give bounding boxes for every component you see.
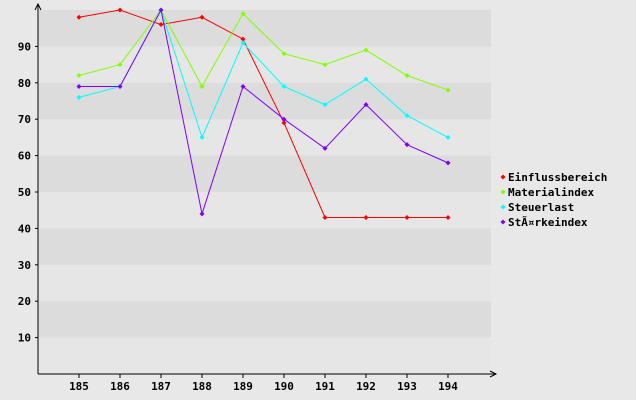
y-axis-arrow [34, 2, 42, 11]
data-point [445, 87, 451, 93]
data-point [117, 83, 123, 89]
data-point [322, 62, 328, 68]
data-point [76, 83, 82, 89]
grid-band [39, 228, 491, 265]
data-point [199, 134, 205, 140]
data-point [322, 145, 328, 151]
data-point [363, 102, 369, 108]
data-point [363, 47, 369, 53]
legend-item: Materialindex [500, 186, 594, 199]
y-tick-label: 90 [18, 40, 31, 53]
x-tick-label: 186 [110, 380, 130, 393]
legend-marker [500, 189, 506, 195]
series-2 [76, 7, 451, 93]
x-axis-ticks: 185 186 187 188 189 190 191 192 193 194 [69, 374, 458, 393]
data-point [117, 7, 123, 13]
data-point [363, 214, 369, 220]
data-point [117, 62, 123, 68]
series-group [76, 7, 451, 220]
data-point [445, 134, 451, 140]
data-point [404, 214, 410, 220]
data-point [404, 113, 410, 119]
legend-item: StÃ¤rkeindex [500, 216, 588, 229]
x-tick-label: 189 [233, 380, 253, 393]
data-point [363, 76, 369, 82]
grid-band [39, 301, 491, 338]
data-point [281, 120, 287, 126]
data-point [199, 83, 205, 89]
legend-item: Einflussbereich [500, 171, 607, 184]
x-tick-label: 185 [69, 380, 89, 393]
x-tick-label: 194 [438, 380, 458, 393]
x-tick-label: 188 [192, 380, 212, 393]
series-line [78, 9, 448, 218]
legend: Einflussbereich Materialindex Steuerlast St… [500, 171, 607, 229]
data-point [76, 14, 82, 20]
data-point [240, 36, 246, 42]
data-point [76, 73, 82, 79]
data-point [199, 14, 205, 20]
legend-marker [500, 219, 506, 225]
legend-label: Steuerlast [508, 201, 574, 214]
y-tick-label: 60 [18, 150, 31, 163]
y-tick-label: 80 [18, 77, 31, 90]
y-tick-label: 30 [18, 259, 31, 272]
data-point [281, 116, 287, 122]
y-tick-label: 10 [18, 332, 31, 345]
plot-background [39, 10, 491, 374]
series-line [78, 9, 449, 91]
series-1 [76, 7, 451, 220]
x-tick-label: 191 [315, 380, 335, 393]
data-point [281, 83, 287, 89]
series-4 [76, 7, 451, 217]
x-tick-label: 192 [356, 380, 376, 393]
data-point [199, 211, 205, 217]
data-point [281, 51, 287, 57]
data-point [240, 83, 246, 89]
grid-band [39, 82, 491, 120]
y-tick-label: 40 [18, 222, 31, 235]
data-point [240, 11, 246, 17]
x-tick-label: 187 [151, 380, 171, 393]
data-point [322, 102, 328, 108]
legend-item: Steuerlast [500, 201, 574, 214]
data-point [445, 160, 451, 166]
data-point [404, 73, 410, 79]
legend-label: Einflussbereich [508, 171, 607, 184]
data-point [240, 40, 246, 46]
axes [34, 2, 498, 378]
y-tick-label: 70 [18, 113, 31, 126]
y-tick-label: 20 [18, 295, 31, 308]
y-axis-ticks: 10 20 30 40 50 60 70 80 90 [18, 40, 38, 345]
series-line [79, 8, 449, 216]
legend-marker [500, 174, 506, 180]
x-axis-arrow [489, 370, 498, 378]
data-point [404, 142, 410, 148]
legend-marker [500, 204, 506, 210]
data-point [158, 7, 164, 13]
grid-band [39, 10, 491, 47]
legend-label: StÃ¤rkeindex [508, 216, 588, 229]
y-tick-label: 50 [18, 186, 31, 199]
grid-band [39, 155, 491, 192]
data-point [445, 214, 451, 220]
x-tick-label: 190 [274, 380, 294, 393]
data-point [322, 214, 328, 220]
data-point [76, 94, 82, 100]
x-tick-label: 193 [397, 380, 417, 393]
data-point [158, 22, 164, 28]
legend-label: Materialindex [508, 186, 594, 199]
